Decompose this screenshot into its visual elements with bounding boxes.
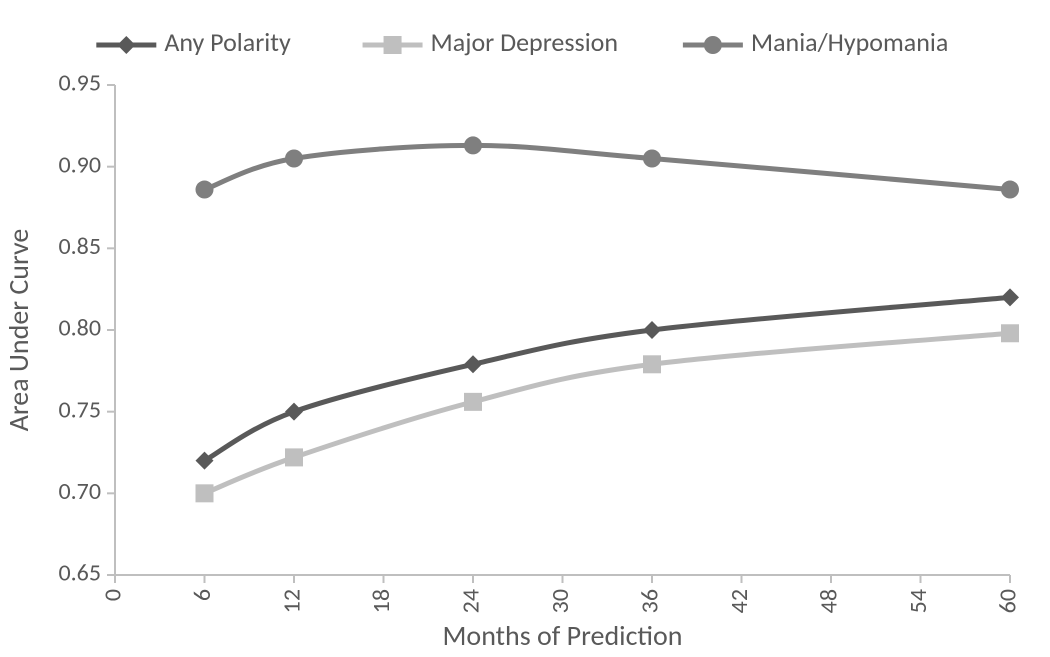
marker-square xyxy=(464,393,482,411)
legend-label: Mania/Hypomania xyxy=(751,26,948,58)
marker-circle xyxy=(196,181,214,199)
marker-square xyxy=(196,484,214,502)
marker-circle xyxy=(704,36,722,54)
y-axis-label: Area Under Curve xyxy=(1,229,36,432)
marker-circle xyxy=(464,136,482,154)
marker-square xyxy=(285,448,303,466)
line-chart: 0.65 0.70 0.75 0.80 0.85 0.90 0.95 0 6 12 18 24 30 36… xyxy=(0,0,1050,657)
x-tick-label: 12 xyxy=(278,589,307,613)
y-tick-label: 0.80 xyxy=(58,314,101,343)
y-tick-label: 0.85 xyxy=(58,232,101,261)
x-tick-label: 36 xyxy=(636,589,665,613)
marker-square xyxy=(643,355,661,373)
marker-square xyxy=(1001,324,1019,342)
y-tick-label: 0.65 xyxy=(58,559,101,588)
legend-label: Major Depression xyxy=(431,26,618,58)
x-tick-label: 48 xyxy=(815,589,844,613)
y-tick-label: 0.70 xyxy=(58,477,101,506)
y-tick-label: 0.75 xyxy=(58,395,101,424)
marker-circle xyxy=(643,150,661,168)
x-tick-label: 42 xyxy=(725,589,754,613)
x-tick-label: 54 xyxy=(904,589,933,613)
x-tick-label: 0 xyxy=(99,589,128,601)
legend-label: Any Polarity xyxy=(164,26,291,58)
x-tick-label: 60 xyxy=(994,589,1023,613)
x-tick-label: 24 xyxy=(457,589,486,613)
x-tick-label: 30 xyxy=(546,589,575,613)
marker-circle xyxy=(1001,181,1019,199)
marker-circle xyxy=(285,150,303,168)
y-tick-label: 0.90 xyxy=(58,150,101,179)
marker-square xyxy=(384,36,402,54)
x-tick-label: 6 xyxy=(188,589,217,601)
x-tick-label: 18 xyxy=(367,589,396,613)
y-tick-label: 0.95 xyxy=(58,69,101,98)
x-axis-label: Months of Prediction xyxy=(442,618,682,653)
